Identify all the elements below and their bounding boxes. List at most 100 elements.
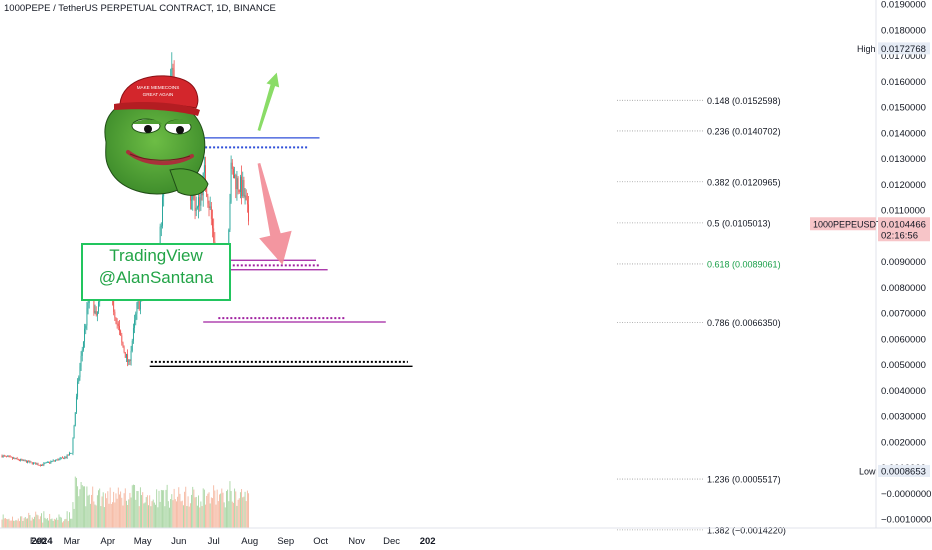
candle-body [85, 325, 87, 329]
volume-bar [114, 502, 116, 528]
volume-bar [116, 498, 118, 528]
volume-bar [49, 513, 51, 528]
candle-body [73, 425, 75, 439]
volume-bar [117, 487, 119, 528]
candle-body [171, 67, 173, 80]
volume-bar [205, 504, 206, 528]
red-down-arrow [257, 162, 292, 265]
volume-bar [226, 491, 227, 528]
volume-bar [65, 518, 67, 528]
volume-bar [156, 489, 158, 528]
volume-bar [217, 501, 219, 528]
high-tag-label: High [857, 44, 876, 54]
volume-bar [124, 488, 126, 528]
candle-body [86, 307, 88, 326]
volume-bar [246, 490, 248, 528]
volume-bar [155, 504, 156, 528]
candle-body [79, 366, 81, 378]
candle-body [51, 461, 53, 462]
last-price-box [878, 217, 930, 242]
candle-body [52, 460, 54, 462]
candle-body [62, 457, 63, 459]
candle-body [172, 67, 174, 70]
candle-body [244, 195, 246, 197]
volume-bar [148, 505, 149, 528]
candle-body [60, 457, 62, 459]
candle-body [43, 463, 45, 465]
candle-body [7, 456, 9, 458]
volume-bar [219, 494, 220, 528]
volume-bar [119, 494, 120, 528]
price-tick-label: 0.0130000 [881, 154, 926, 165]
volume-bar [227, 489, 229, 528]
candle-body [1, 455, 3, 458]
fibonacci-levels: 0.148 (0.0152598) 0.236 (0.0140702) 0.382 … [617, 96, 786, 535]
volume-bar [55, 519, 56, 528]
volume-bar [215, 504, 217, 528]
candle-body [201, 191, 203, 196]
volume-bar [230, 491, 232, 528]
countdown-value: 02:16:56 [881, 230, 918, 241]
candle-body [124, 352, 126, 358]
volume-bar [66, 511, 68, 528]
volume-bar [72, 502, 74, 528]
watermark-box: TradingView @AlanSantana [81, 243, 231, 301]
price-tick-label: 0.0090000 [881, 257, 926, 268]
candle-body [77, 381, 79, 397]
volume-bar [188, 506, 190, 528]
volume-bar [27, 518, 29, 528]
candle-body [206, 186, 208, 197]
volume-bar [71, 518, 73, 528]
watermark-line1: TradingView [109, 246, 203, 265]
candle-body [125, 354, 127, 358]
candle-body [74, 412, 76, 426]
volume-bar [231, 501, 233, 528]
volume-bar [93, 501, 95, 528]
candle-body [37, 463, 39, 466]
volume-bar [30, 520, 32, 528]
volume-bar [150, 506, 152, 528]
candle-body [50, 461, 52, 463]
volume-bar [229, 481, 231, 528]
candle-body [82, 341, 84, 350]
fib-level-label: 1.382 (−0.0014220) [707, 525, 786, 535]
candle-body [45, 462, 47, 464]
volume-bar [60, 517, 62, 528]
hat-text-line2: GREAT AGAIN [143, 92, 174, 97]
volume-bar [152, 499, 154, 528]
candle-body [6, 455, 8, 457]
volume-bar [245, 501, 247, 528]
candle-body [67, 454, 69, 456]
candle-body [49, 461, 51, 463]
volume-bar [149, 495, 151, 528]
candle-body [210, 206, 212, 219]
low-tag-label: Low [859, 466, 876, 476]
candle-body [25, 460, 27, 463]
volume-bar [62, 522, 63, 528]
volume-bar [37, 515, 39, 528]
volume-bar [139, 487, 141, 528]
time-tick-label: Nov [348, 536, 365, 547]
volume-bar [7, 519, 9, 528]
candle-body [117, 323, 119, 327]
candle-body [235, 175, 237, 190]
candle-body [239, 176, 241, 192]
watermark-line2: @AlanSantana [98, 268, 214, 287]
candle-body [194, 198, 196, 212]
candle-body [31, 462, 33, 464]
price-tick-label: 0.0150000 [881, 103, 926, 114]
price-tick-label: 0.0190000 [881, 0, 926, 11]
volume-bar [88, 494, 90, 528]
volume-bar [64, 519, 66, 528]
volume-bar [206, 495, 208, 528]
volume-bar [46, 518, 48, 528]
volume-bar [244, 491, 246, 528]
price-axis[interactable]: 0.0190000 0.0180000 0.0170000 0.0160000 0.01… [875, 0, 931, 528]
candle-body [132, 327, 134, 341]
candle-body [159, 226, 161, 251]
volume-bar [5, 518, 6, 528]
candle-body [87, 303, 89, 308]
